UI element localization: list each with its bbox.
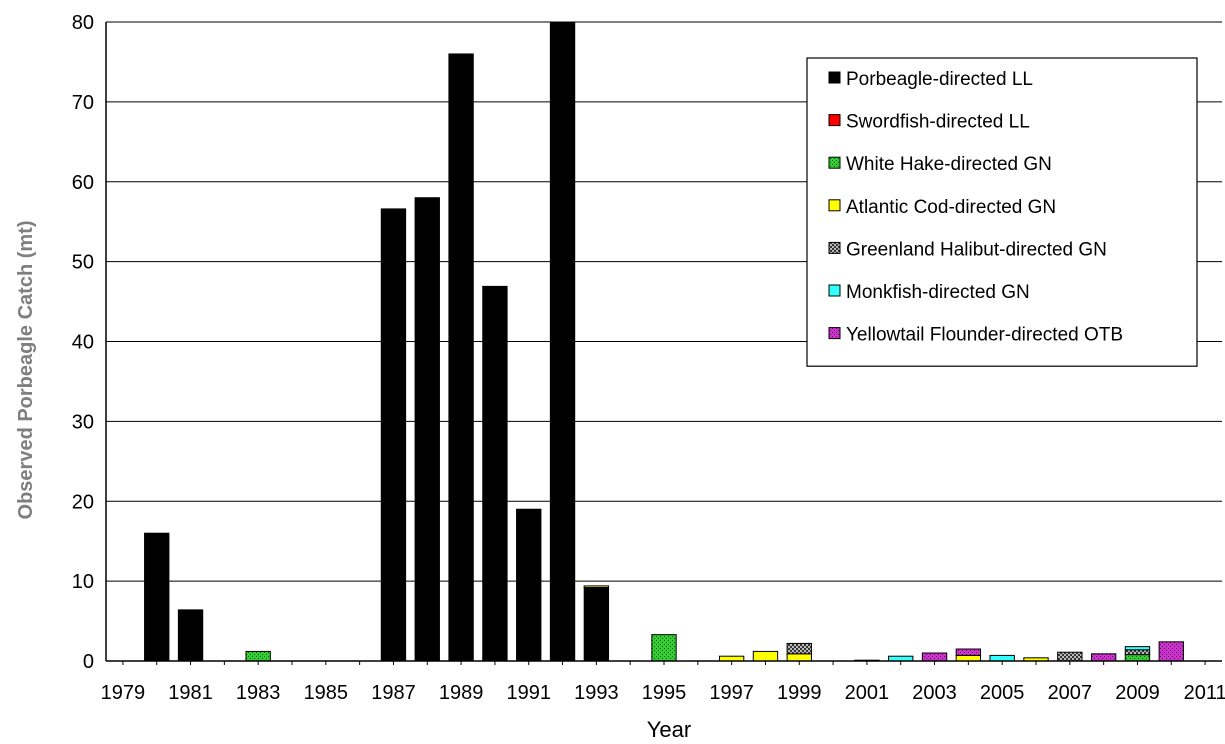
legend-entry: Greenland Halibut-directed GN — [846, 239, 1107, 260]
y-tick-label: 60 — [72, 172, 94, 194]
x-tick-label: 1983 — [236, 682, 281, 704]
x-tick-label: 1993 — [574, 682, 619, 704]
x-tick-label: 1995 — [642, 682, 687, 704]
y-tick-label: 30 — [72, 411, 94, 433]
gridlines — [106, 21, 1222, 662]
x-tick-label: 1985 — [304, 682, 349, 704]
bar-2009-series-2 — [1124, 654, 1151, 662]
y-tick-labels: 0 10 20 30 40 50 60 70 80 — [72, 12, 94, 673]
x-tick-label: 1989 — [439, 682, 484, 704]
legend-swatch — [828, 284, 841, 297]
bar-2009-series-5 — [1124, 646, 1151, 651]
axes — [105, 22, 1222, 665]
y-tick-label: 50 — [72, 252, 94, 274]
bar-1992-series-0 — [549, 21, 576, 662]
legend-swatch — [828, 241, 841, 254]
bar-1987-series-0 — [380, 208, 407, 662]
bar-2010-series-6 — [1158, 641, 1184, 662]
bar-2007-series-4 — [1057, 651, 1083, 662]
x-tick-label: 2005 — [980, 682, 1025, 704]
legend-box — [806, 57, 1198, 367]
x-tick-label: 1981 — [168, 682, 213, 704]
bar-1993-series-0 — [583, 587, 610, 662]
bar-1998-series-3 — [752, 650, 779, 662]
x-tick-label: 1987 — [371, 682, 416, 704]
legend-swatch — [828, 327, 841, 340]
bar-1990-series-0 — [482, 285, 508, 662]
y-tick-label: 40 — [72, 332, 94, 354]
bar-2005-series-5 — [989, 654, 1015, 662]
bar-1981-series-0 — [177, 609, 204, 662]
bar-1980-series-0 — [144, 532, 170, 662]
y-tick-label: 10 — [72, 571, 94, 593]
bar-1999-series-4 — [786, 642, 812, 655]
x-tick-labels: 1979 1981 1983 1985 1987 1989 1991 1993 1995 1997… — [101, 682, 1225, 704]
y-axis-title: Observed Porbeagle Catch (mt) — [15, 221, 37, 520]
legend-swatch — [828, 199, 841, 212]
bar-1983-series-2 — [245, 650, 271, 662]
bar-1988-series-0 — [414, 197, 440, 662]
legend-entry: Atlantic Cod-directed GN — [846, 197, 1056, 218]
bar-1993-series-3 — [583, 585, 610, 589]
bar-2008-series-6 — [1090, 653, 1117, 662]
y-tick-label: 70 — [72, 92, 94, 114]
legend: Porbeagle-directed LL Swordfish-directed … — [806, 57, 1198, 367]
x-tick-label: 2007 — [1048, 682, 1093, 704]
bar-2004-series-3 — [955, 654, 982, 662]
legend-entry: Porbeagle-directed LL — [846, 69, 1033, 90]
y-tick-label: 20 — [72, 491, 94, 513]
bar-marks — [144, 21, 1184, 662]
x-tick-label: 1979 — [101, 682, 146, 704]
legend-swatch — [828, 156, 841, 169]
legend-swatch — [828, 71, 841, 84]
x-tick-label: 1997 — [709, 682, 754, 704]
x-tick-label: 1991 — [506, 682, 551, 704]
x-axis-title: Year — [647, 717, 691, 742]
legend-entry: Monkfish-directed GN — [846, 282, 1030, 303]
bar-1991-series-0 — [516, 508, 542, 662]
bar-2009-series-4 — [1124, 649, 1151, 656]
legend-entry: Swordfish-directed LL — [846, 112, 1030, 133]
x-tick-label: 2003 — [912, 682, 957, 704]
x-tick-label: 2001 — [845, 682, 890, 704]
bar-2003-series-6 — [921, 652, 948, 662]
bar-1995-series-2 — [651, 634, 677, 662]
x-tick-label: 1999 — [777, 682, 822, 704]
legend-entry: White Hake-directed GN — [846, 154, 1052, 175]
legend-swatch — [828, 114, 841, 127]
bar-2004-series-6 — [955, 648, 982, 656]
bar-1989-series-0 — [448, 53, 474, 662]
y-tick-label: 0 — [83, 651, 94, 673]
legend-entry: Yellowtail Flounder-directed OTB — [846, 325, 1123, 346]
y-tick-label: 80 — [72, 12, 94, 34]
x-tick-label: 2009 — [1115, 682, 1160, 704]
x-tick-label: 2011 — [1184, 682, 1225, 704]
bar-1999-series-3 — [786, 653, 812, 662]
